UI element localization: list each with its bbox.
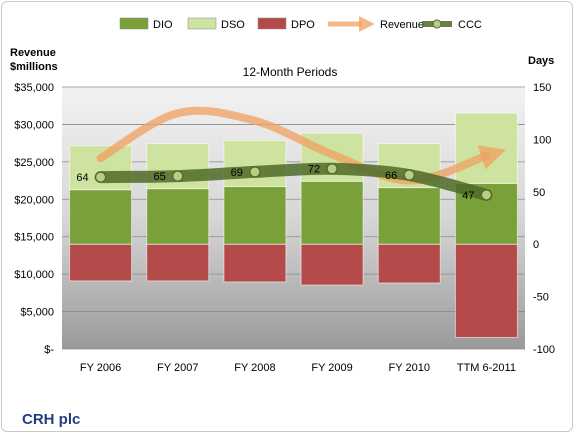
left-tick-label: $15,000 xyxy=(14,232,54,244)
left-axis-title-line2: $millions xyxy=(10,61,58,73)
legend-label: DSO xyxy=(221,19,245,31)
ccc-data-label: 65 xyxy=(154,171,166,183)
ccc-point xyxy=(403,169,415,181)
dio-bar xyxy=(377,187,441,245)
company-name: CRH plc xyxy=(22,411,80,428)
left-tick-label: $20,000 xyxy=(14,194,54,206)
dpo-bar xyxy=(146,243,210,282)
legend-label: CCC xyxy=(458,19,482,31)
dpo-bar xyxy=(454,243,518,338)
dpo-bar xyxy=(377,243,441,284)
chart-title: 12-Month Periods xyxy=(243,65,338,79)
dio-bar xyxy=(300,180,364,245)
right-tick-label: 0 xyxy=(533,239,539,251)
ccc-point xyxy=(249,166,261,178)
left-axis-ticks: $- $5,000 $10,000 $15,000 $20,000 $25,000 $30,… xyxy=(14,82,54,356)
legend-swatch xyxy=(119,17,149,30)
legend-marker xyxy=(432,19,442,29)
ccc-point xyxy=(326,163,338,175)
ccc-data-label: 47 xyxy=(462,190,474,202)
category-label: FY 2010 xyxy=(389,362,430,374)
left-tick-label: $35,000 xyxy=(14,82,54,94)
grid-lines xyxy=(62,86,525,350)
right-tick-label: 150 xyxy=(533,82,551,94)
left-tick-label: $10,000 xyxy=(14,269,54,281)
legend-label: Revenue xyxy=(380,19,424,31)
right-axis-title: Days xyxy=(528,55,554,67)
ccc-data-label: 72 xyxy=(308,164,320,176)
left-tick-label: $25,000 xyxy=(14,157,54,169)
dpo-bar xyxy=(69,243,133,282)
ccc-series: 64 65 69 72 66 47 xyxy=(76,162,493,202)
right-tick-label: 50 xyxy=(533,187,545,199)
right-tick-label: -50 xyxy=(533,292,549,304)
category-labels: FY 2006 FY 2007 FY 2008 FY 2009 FY 2010 TTM 6… xyxy=(80,362,516,374)
right-tick-label: -100 xyxy=(533,344,555,356)
legend-swatch xyxy=(187,17,217,30)
left-axis-title-line1: Revenue xyxy=(10,47,56,59)
left-tick-label: $- xyxy=(44,344,54,356)
left-tick-label: $5,000 xyxy=(20,307,54,319)
left-tick-label: $30,000 xyxy=(14,119,54,131)
category-label: TTM 6-2011 xyxy=(457,362,516,374)
category-label: FY 2008 xyxy=(234,362,275,374)
legend-label: DPO xyxy=(291,19,315,31)
dio-bar xyxy=(69,189,133,245)
ccc-point xyxy=(172,170,184,182)
dpo-bar xyxy=(300,243,364,286)
category-label: FY 2006 xyxy=(80,362,121,374)
dio-bar xyxy=(223,186,287,245)
legend: DIO DSO DPO Revenue CCC xyxy=(119,15,482,33)
dso-bar xyxy=(223,139,287,188)
ccc-point xyxy=(480,189,493,201)
ccc-line xyxy=(94,162,493,201)
ccc-data-label: 64 xyxy=(76,172,88,184)
right-tick-label: 100 xyxy=(533,134,551,146)
legend-swatch xyxy=(257,17,287,30)
ccc-point xyxy=(94,171,107,183)
category-label: FY 2007 xyxy=(157,362,198,374)
category-label: FY 2009 xyxy=(311,362,352,374)
dio-bar xyxy=(146,188,210,245)
right-axis-ticks: -100 -50 0 50 100 150 xyxy=(533,82,555,356)
dso-bar xyxy=(454,112,518,184)
legend-label: DIO xyxy=(153,19,173,31)
ccc-data-label: 69 xyxy=(231,167,243,179)
ccc-data-label: 66 xyxy=(385,170,397,182)
dpo-bar xyxy=(223,243,287,283)
